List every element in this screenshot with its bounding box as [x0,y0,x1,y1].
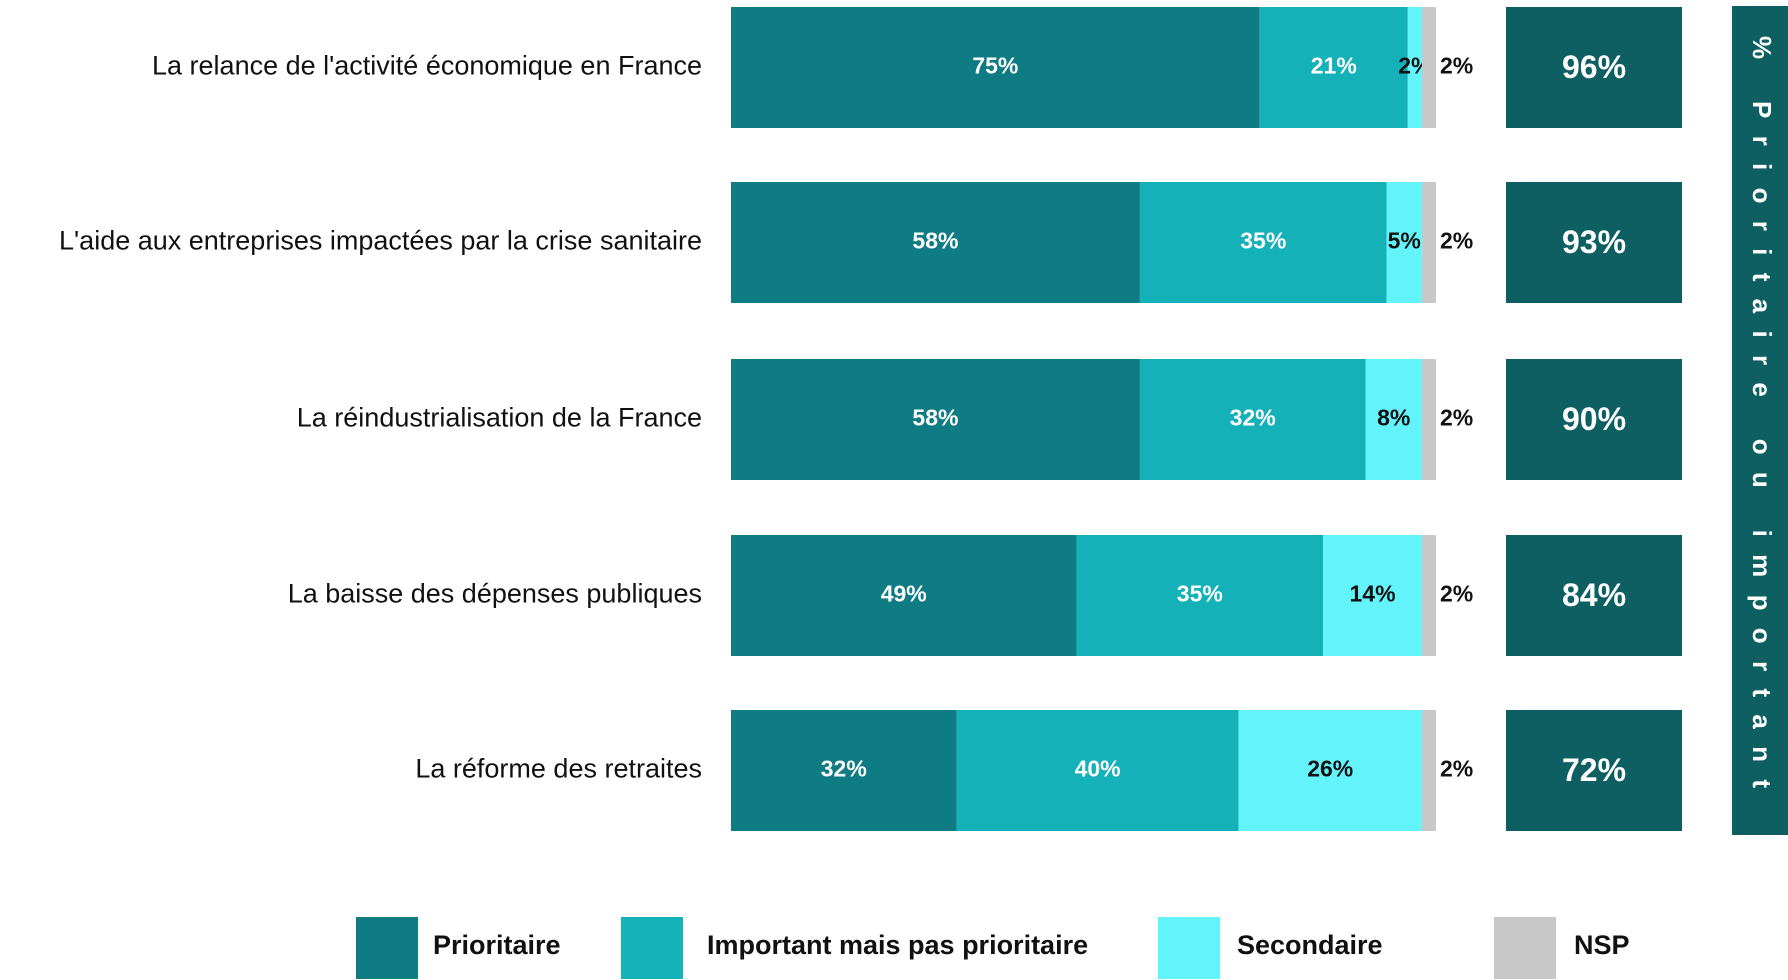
bar-segment [1238,710,1422,831]
total-box [1506,710,1682,831]
data-label: 14% [1350,581,1396,607]
data-label: 2% [1440,756,1473,782]
category-label: L'aide aux entreprises impactées par la … [59,226,702,256]
data-label: 2% [1440,581,1473,607]
data-label: 5% [1388,228,1421,254]
legend-label: NSP [1574,930,1630,960]
category-label: La réindustrialisation de la France [297,403,702,433]
data-label: 21% [1311,53,1357,79]
bar-segment [731,710,957,831]
bar-segment [731,359,1140,480]
bar-segment [731,7,1260,128]
data-label: 2% [1440,53,1473,79]
bar-segment [956,710,1239,831]
data-label: 2% [1440,228,1473,254]
bar-segment [1421,359,1436,480]
total-label: 96% [1562,49,1626,85]
legend-label: Prioritaire [433,930,561,960]
legend-swatch [1494,917,1556,979]
total-label: 93% [1562,224,1626,260]
bar-segment [1407,7,1422,128]
bar-segment [1139,359,1366,480]
data-label: 8% [1377,405,1410,431]
bar-segment [1365,359,1422,480]
bar-segment [1421,710,1436,831]
legend-swatch [1158,917,1220,979]
total-label: 72% [1562,752,1626,788]
total-box [1506,182,1682,303]
bar-segment [731,182,1140,303]
category-label: La baisse des dépenses publiques [288,579,702,609]
bar-segment [1421,535,1436,656]
legend-swatch [621,917,683,979]
bar-segment [1076,535,1324,656]
data-label: 35% [1240,228,1286,254]
bar-segment [1421,182,1436,303]
bar-segment [1421,7,1436,128]
bar-segment [731,535,1077,656]
total-box [1506,535,1682,656]
data-label: 58% [912,228,958,254]
total-box [1506,7,1682,128]
data-label: 49% [881,581,927,607]
data-label: 40% [1075,756,1121,782]
data-label: 58% [912,405,958,431]
data-label: 2% [1440,405,1473,431]
total-label: 84% [1562,577,1626,613]
data-label: 35% [1177,581,1223,607]
bar-segment [1323,535,1422,656]
data-label: 75% [972,53,1018,79]
bar-segment [1259,7,1408,128]
totals-band [1732,6,1788,835]
category-label: La réforme des retraites [415,754,702,784]
legend-swatch [356,917,418,979]
data-label: 26% [1307,756,1353,782]
bar-segment [1386,182,1422,303]
data-label: 32% [821,756,867,782]
bar-segment [1139,182,1387,303]
category-label: La relance de l'activité économique en F… [152,51,702,81]
data-label: 32% [1230,405,1276,431]
legend-label: Important mais pas prioritaire [707,930,1088,960]
legend-label: Secondaire [1237,930,1383,960]
total-box [1506,359,1682,480]
total-label: 90% [1562,401,1626,437]
